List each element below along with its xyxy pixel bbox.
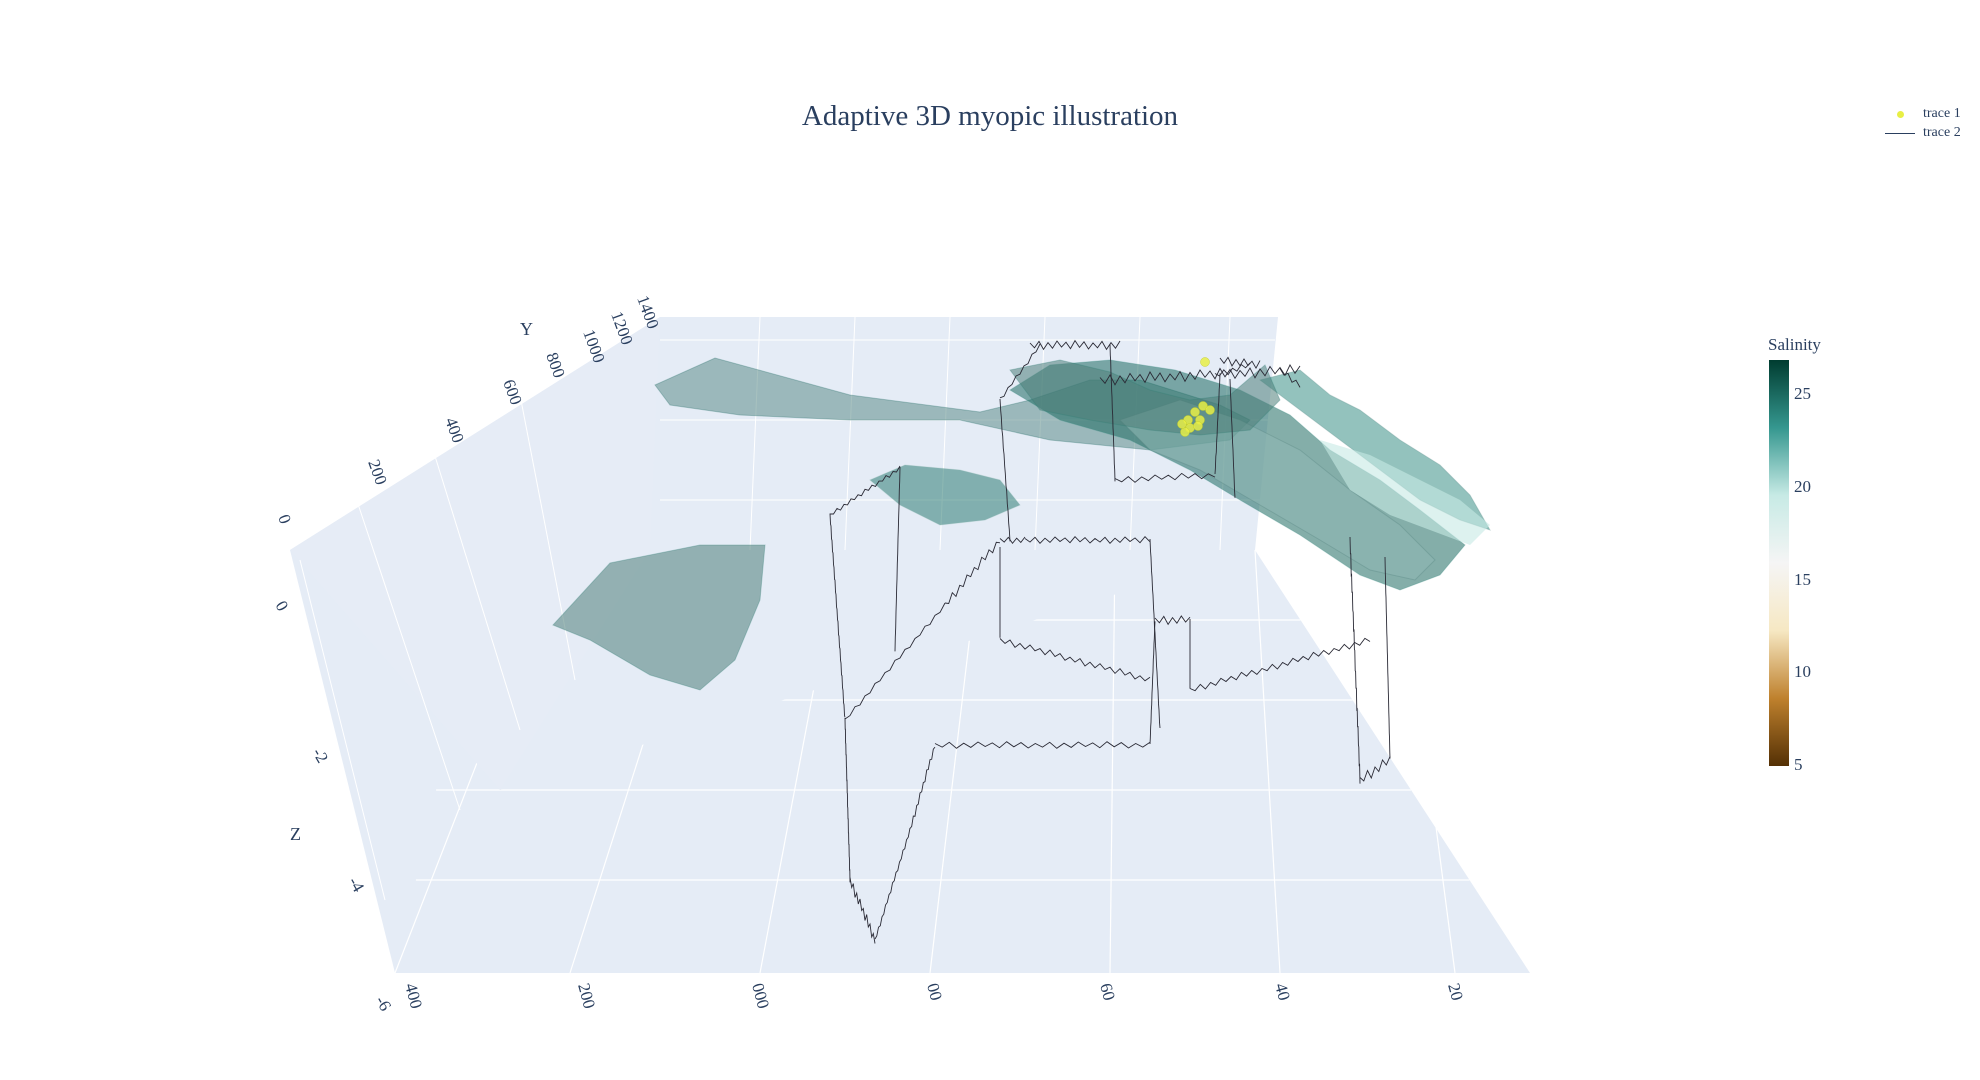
legend-label: trace 2: [1923, 124, 1961, 140]
y-tick-label: 1200: [607, 309, 636, 347]
trace-2-segment: [999, 638, 1151, 682]
trace-2-segment: [1229, 378, 1236, 498]
trace-2-segment: [1149, 538, 1161, 729]
salinity-surface: [869, 464, 1021, 526]
wall-grid-line: [844, 316, 856, 551]
trace-2-segment: [1099, 364, 1301, 386]
z-axis-title: Z: [290, 824, 301, 844]
trace-2-segment: [874, 827, 911, 940]
z-tick-label: -4: [345, 874, 369, 896]
trace-2-segment: [1279, 368, 1301, 388]
trace-2-segment: [1214, 362, 1251, 377]
legend-item-trace-2[interactable]: trace 2: [1885, 123, 1961, 142]
y-tick-label: 1000: [579, 327, 608, 365]
x-tick-label: 60: [1096, 981, 1119, 1002]
trace-2-segment: [829, 513, 846, 718]
trace-2-segment: [849, 877, 876, 944]
trace-1-marker: [1200, 357, 1210, 367]
salinity-surface: [1320, 440, 1490, 545]
wall-grid-line: [299, 559, 386, 901]
floor-grid-line: [1399, 549, 1456, 974]
trace-2-segment: [1384, 556, 1391, 759]
legend-item-trace-1[interactable]: trace 1: [1885, 104, 1961, 123]
legend-label: trace 1: [1923, 105, 1961, 121]
y-tick-label: 0: [274, 512, 295, 526]
x-tick-label: 40: [1271, 981, 1294, 1002]
x-tick-label: 400: [401, 981, 426, 1011]
z-tick-label: 0: [272, 598, 293, 615]
trace-2-segment: [844, 717, 851, 883]
trace-1-marker: [1205, 405, 1215, 415]
x-tick-label: 20: [1444, 981, 1467, 1002]
trace-1-marker: [1190, 407, 1200, 417]
z-tick-label: -2: [309, 745, 333, 767]
legend-line-icon: [1885, 126, 1917, 140]
trace-2-segment: [1149, 621, 1156, 745]
trace-2-segment: [1154, 615, 1191, 626]
x-tick-label: 00: [923, 981, 946, 1002]
trace-2-lines: [829, 339, 1391, 944]
trace-2-segment: [1109, 343, 1116, 482]
trace-2-segment: [1189, 637, 1371, 692]
colorbar-tick: 5: [1794, 755, 1803, 774]
y-tick-label: 1400: [633, 293, 662, 331]
trace-2-segment: [1219, 356, 1261, 370]
colorbar-tick: 10: [1794, 662, 1811, 681]
z-tick-label: -6: [372, 993, 396, 1015]
trace-1-marker: [1177, 419, 1187, 429]
side-wall: [290, 317, 660, 790]
wall-grid-line: [429, 439, 521, 731]
trace-2-segment: [999, 536, 1026, 545]
trace-1-marker: [1180, 427, 1190, 437]
colorbar: [1769, 360, 1789, 766]
trace-2-segment: [1024, 536, 1151, 544]
salinity-surface: [552, 544, 766, 691]
trace-2-segment: [1029, 339, 1121, 351]
salinity-surfaces: [552, 357, 1492, 691]
legend: trace 1 trace 2: [1885, 104, 1961, 142]
x-tick-label: 200: [574, 981, 599, 1011]
trace-2-segment: [1214, 373, 1221, 475]
colorbar-tick: 25: [1794, 384, 1811, 403]
y-tick-label: 200: [364, 457, 391, 487]
legend-marker-icon: [1885, 107, 1917, 121]
chart-title: Adaptive 3D myopic illustration: [801, 100, 1179, 132]
trace-2-segment: [844, 602, 946, 720]
salinity-surface: [1009, 359, 1281, 436]
trace-2-segment: [830, 465, 901, 515]
wall-grid-line: [349, 479, 461, 811]
y-tick-label: 800: [542, 350, 569, 380]
trace-1-marker: [1193, 421, 1203, 431]
trace-2-segment: [934, 741, 1151, 749]
colorbar-tick: 15: [1794, 570, 1811, 589]
trace-2-segment: [909, 746, 936, 829]
trace-2-segment: [944, 541, 1001, 604]
y-axis-title: Y: [520, 319, 533, 339]
wall-grid-line: [749, 316, 761, 551]
colorbar-title: Salinity: [1768, 335, 1821, 354]
trace-2-segment: [1114, 472, 1216, 483]
trace-2-segment: [999, 343, 1041, 399]
trace-2-segment: [1359, 756, 1391, 782]
x-tick-label: 000: [748, 981, 773, 1011]
wall-grid-line: [519, 394, 576, 681]
colorbar-tick: 20: [1794, 477, 1811, 496]
trace-2-segment: [999, 398, 1011, 542]
trace-2-segment: [894, 466, 901, 652]
trace-1-markers: [1177, 357, 1215, 437]
trace-2-segment: [1349, 536, 1361, 784]
